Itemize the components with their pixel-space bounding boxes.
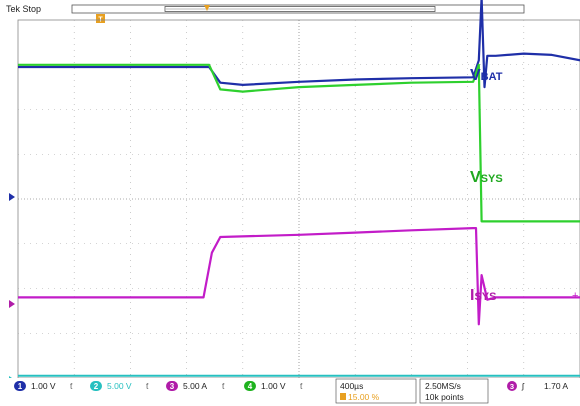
svg-text:4: 4: [248, 382, 253, 391]
svg-text:ʃ: ʃ: [521, 381, 525, 391]
channel-readouts: 1 1.00 V ƭ 2 5.00 V ƭ 3 5.00 A ƭ 4 1.00 V ƭ: [14, 381, 303, 391]
svg-text:1.00 V: 1.00 V: [31, 381, 56, 391]
channel-readout-3: 3 5.00 A ƭ: [166, 381, 225, 391]
acquisition-readout: 2.50MS/s 10k points: [419, 378, 489, 404]
trace-label-vsys: VSYS: [470, 169, 503, 186]
svg-text:15.00 %: 15.00 %: [348, 392, 380, 402]
trace-label-vbat: VBAT: [470, 67, 503, 84]
info-bar: 1 1.00 V ƭ 2 5.00 V ƭ 3 5.00 A ƭ 4 1.00 V ƭ 400µs 1…: [0, 378, 580, 406]
svg-text:+: +: [572, 290, 578, 302]
trigger-readout: 3 ʃ 1.70 A: [507, 381, 568, 391]
status-text: Tek Stop: [6, 4, 41, 14]
waveforms: [18, 0, 580, 377]
svg-text:1: 1: [18, 382, 23, 391]
ch3-ground-marker: [9, 300, 15, 308]
svg-text:2: 2: [94, 382, 99, 391]
svg-text:5.00 A: 5.00 A: [183, 381, 207, 391]
svg-text:10k points: 10k points: [425, 392, 464, 402]
timebase-readout: 400µs 15.00 %: [335, 378, 417, 404]
trigger-level-marker: +: [572, 290, 578, 302]
trace-labels: VBAT VSYS ISYS: [470, 67, 503, 304]
record-position-bar: [71, 4, 525, 14]
svg-text:ƭ: ƭ: [300, 381, 303, 391]
svg-text:ƭ: ƭ: [146, 381, 149, 391]
svg-text:3: 3: [510, 382, 514, 391]
record-marker: [204, 5, 210, 11]
channel-readout-4: 4 1.00 V ƭ: [244, 381, 303, 391]
svg-text:ƭ: ƭ: [70, 381, 73, 391]
trace-vsys: [18, 63, 580, 223]
svg-text:5.00 V: 5.00 V: [107, 381, 132, 391]
svg-text:1.00 V: 1.00 V: [261, 381, 286, 391]
svg-text:400µs: 400µs: [340, 381, 363, 391]
svg-text:1.70 A: 1.70 A: [544, 381, 568, 391]
channel-readout-2: 2 5.00 V ƭ: [90, 381, 149, 391]
trace-isys: [18, 227, 580, 326]
svg-text:3: 3: [170, 382, 175, 391]
svg-text:ƭ: ƭ: [222, 381, 225, 391]
trace-label-isys: ISYS: [470, 287, 496, 304]
svg-text:2.50MS/s: 2.50MS/s: [425, 381, 461, 391]
ch1-ground-marker: [9, 193, 15, 201]
channel-readout-1: 1 1.00 V ƭ: [14, 381, 73, 391]
trigger-position-marker: T: [96, 14, 105, 24]
trace-vbat: [18, 0, 580, 89]
